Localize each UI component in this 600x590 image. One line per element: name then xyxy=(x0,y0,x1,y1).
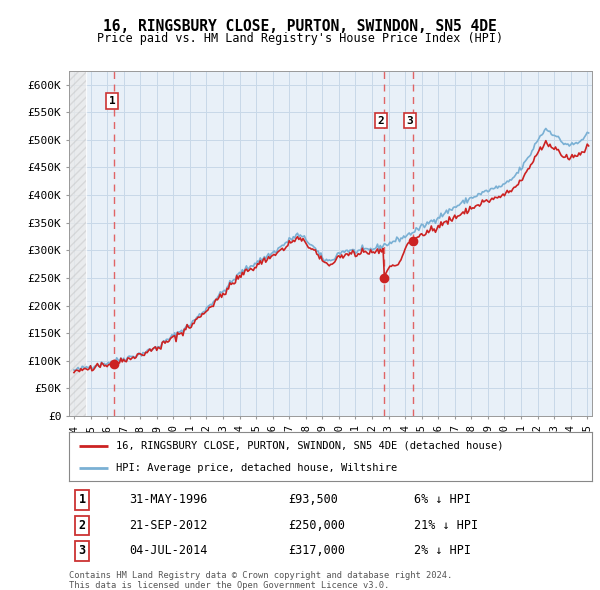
Text: 16, RINGSBURY CLOSE, PURTON, SWINDON, SN5 4DE: 16, RINGSBURY CLOSE, PURTON, SWINDON, SN… xyxy=(103,19,497,34)
Text: 6% ↓ HPI: 6% ↓ HPI xyxy=(415,493,472,506)
Text: 31-MAY-1996: 31-MAY-1996 xyxy=(129,493,208,506)
Text: £93,500: £93,500 xyxy=(289,493,338,506)
Text: £250,000: £250,000 xyxy=(289,519,346,532)
Text: 1: 1 xyxy=(79,493,86,506)
Bar xyxy=(69,71,86,416)
Text: 2: 2 xyxy=(378,116,385,126)
Text: 3: 3 xyxy=(407,116,413,126)
Text: £317,000: £317,000 xyxy=(289,545,346,558)
Text: Price paid vs. HM Land Registry's House Price Index (HPI): Price paid vs. HM Land Registry's House … xyxy=(97,32,503,45)
Text: 3: 3 xyxy=(79,545,86,558)
Text: Contains HM Land Registry data © Crown copyright and database right 2024.
This d: Contains HM Land Registry data © Crown c… xyxy=(69,571,452,590)
Text: 2: 2 xyxy=(79,519,86,532)
Text: 16, RINGSBURY CLOSE, PURTON, SWINDON, SN5 4DE (detached house): 16, RINGSBURY CLOSE, PURTON, SWINDON, SN… xyxy=(116,441,503,451)
Text: HPI: Average price, detached house, Wiltshire: HPI: Average price, detached house, Wilt… xyxy=(116,463,397,473)
Bar xyxy=(69,71,86,416)
Text: 21% ↓ HPI: 21% ↓ HPI xyxy=(415,519,478,532)
Text: 04-JUL-2014: 04-JUL-2014 xyxy=(129,545,208,558)
Text: 1: 1 xyxy=(109,96,115,106)
Text: 2% ↓ HPI: 2% ↓ HPI xyxy=(415,545,472,558)
Text: 21-SEP-2012: 21-SEP-2012 xyxy=(129,519,208,532)
